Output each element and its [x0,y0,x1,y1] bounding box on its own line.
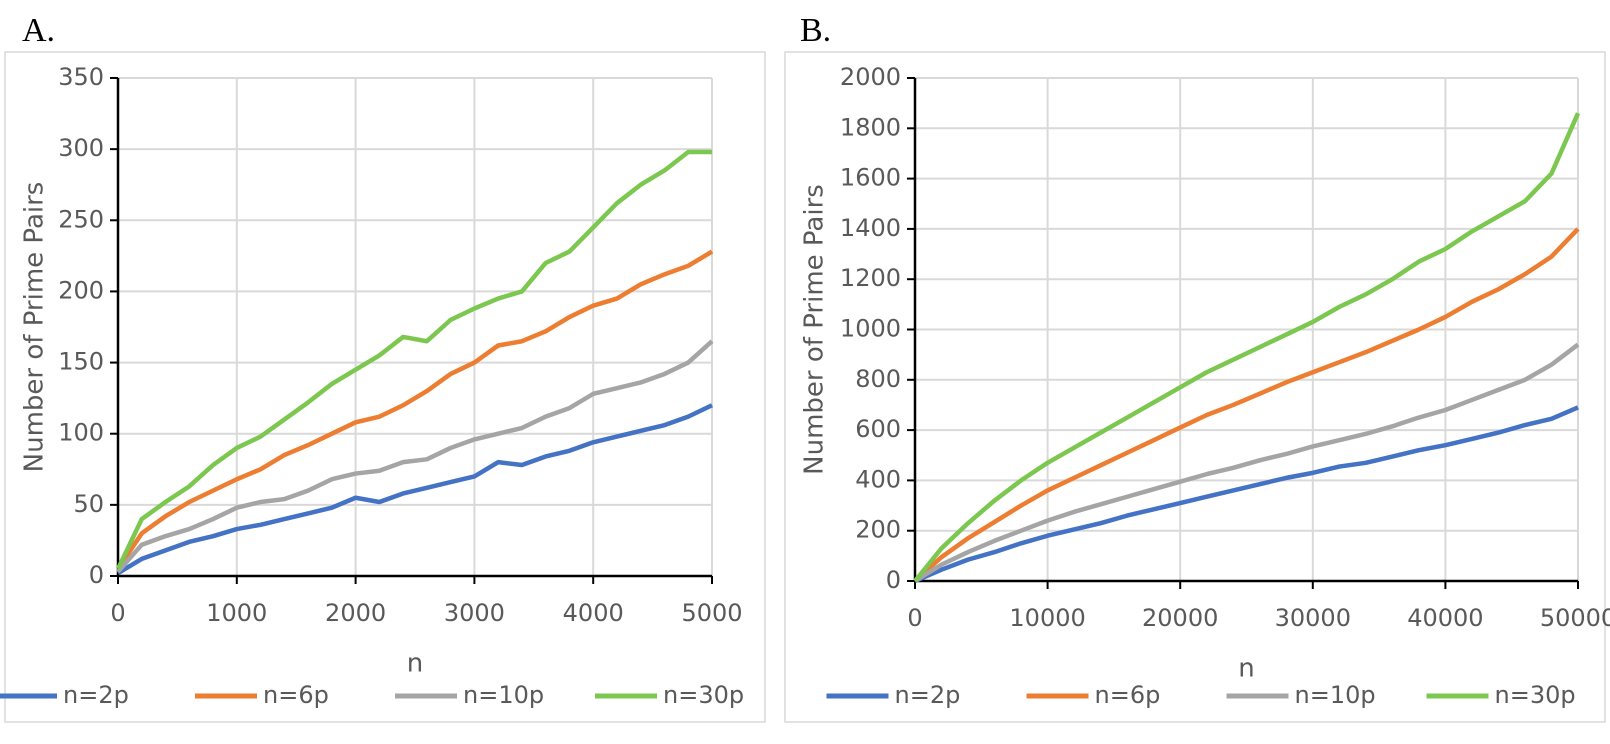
y-tick-label: 150 [58,348,104,376]
series-line [116,249,714,571]
x-tick-label: 40000 [1407,604,1483,632]
panel-label: A. [22,12,55,49]
x-tick-label: 0 [907,604,922,632]
x-axis-title: n [407,649,423,679]
y-tick-label: 600 [855,415,901,443]
series-line [914,405,1579,584]
x-tick-label: 20000 [1142,604,1218,632]
y-tick-label: 1800 [840,113,901,141]
legend-label: n=2p [63,681,129,709]
y-tick-label: 1000 [840,315,901,343]
y-tick-label: 100 [58,419,104,447]
y-tick-label: 1400 [840,214,901,242]
legend-label: n=10p [1295,681,1376,709]
legend-label: n=30p [1495,681,1576,709]
y-tick-label: 2000 [840,63,901,91]
y-tick-label: 0 [89,561,104,589]
y-tick-label: 400 [855,465,901,493]
y-tick-label: 350 [58,63,104,91]
x-tick-label: 30000 [1275,604,1351,632]
y-tick-label: 300 [58,134,104,162]
series-line [115,149,712,570]
y-tick-label: 50 [73,490,104,518]
series-line [913,342,1580,583]
y-tick-label: 200 [58,276,104,304]
x-tick-label: 10000 [1009,604,1085,632]
y-tick-label: 1600 [840,164,901,192]
y-tick-label: 250 [58,205,104,233]
y-tick-label: 1200 [840,264,901,292]
y-axis-title: Number of Prime Pairs [20,182,50,473]
x-tick-label: 50000 [1540,604,1610,632]
legend-label: n=6p [263,681,329,709]
y-tick-label: 0 [886,566,901,594]
y-tick-label: 200 [855,516,901,544]
series-line [913,227,1580,583]
series-line [913,112,1581,583]
panel-frame [4,51,766,723]
legend-label: n=2p [895,681,961,709]
legend-label: n=30p [663,681,744,709]
series-line [116,403,713,576]
x-axis-title: n [1238,654,1254,684]
x-tick-label: 2000 [325,599,386,627]
x-tick-label: 5000 [681,599,742,627]
legend-label: n=10p [463,681,544,709]
series-line [116,339,714,574]
panel-frame [784,51,1606,723]
x-tick-label: 0 [110,599,125,627]
x-tick-label: 3000 [444,599,505,627]
x-tick-label: 4000 [563,599,624,627]
y-axis-title: Number of Prime Pairs [800,184,830,475]
x-tick-label: 1000 [206,599,267,627]
legend-label: n=6p [1095,681,1161,709]
y-tick-label: 800 [855,365,901,393]
panel-label: B. [800,12,831,49]
